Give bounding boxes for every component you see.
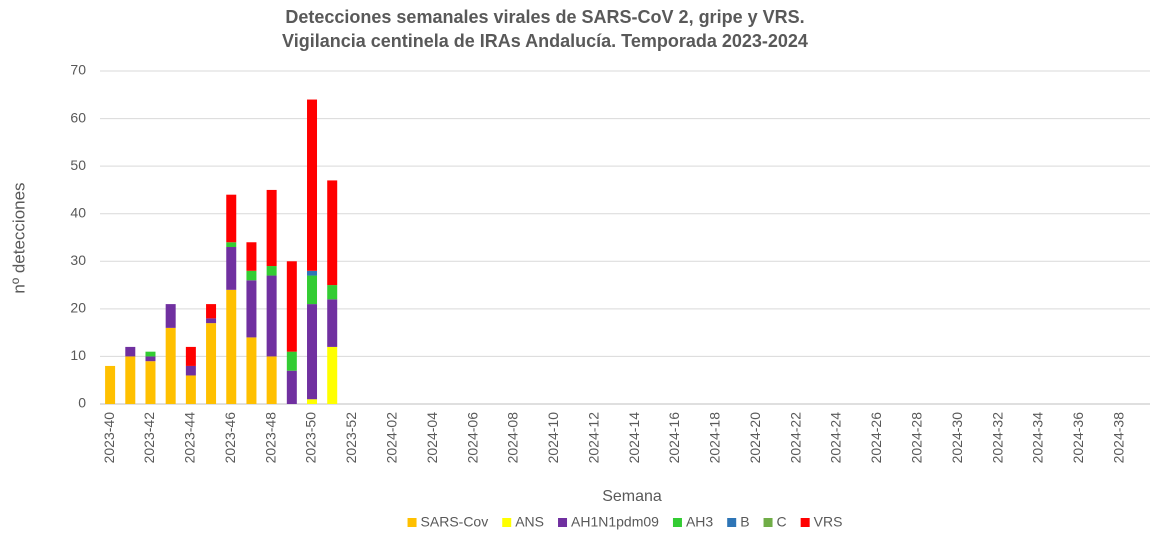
- bar-segment: [226, 242, 237, 248]
- bar-segment: [266, 356, 277, 404]
- bar-segment: [307, 275, 318, 305]
- y-tick-label: 20: [70, 300, 86, 316]
- legend-label: B: [740, 514, 749, 530]
- bar-segment: [206, 318, 217, 324]
- bar-segment: [206, 323, 217, 404]
- y-tick-label: 10: [70, 347, 86, 363]
- x-tick-label: 2024-32: [989, 412, 1005, 464]
- bar-segment: [266, 275, 277, 357]
- bar-segment: [307, 399, 318, 404]
- bar-segment: [327, 299, 338, 347]
- bar-segment: [266, 266, 277, 276]
- bar-segment: [327, 180, 338, 286]
- legend-label: C: [777, 514, 787, 530]
- bar-segment: [206, 304, 217, 319]
- bar-segment: [145, 351, 156, 357]
- bar-segment: [286, 370, 297, 404]
- x-tick-label: 2024-12: [585, 412, 601, 464]
- x-tick-label: 2024-28: [908, 412, 924, 464]
- x-tick-label: 2024-14: [626, 412, 642, 464]
- bar-segment: [246, 280, 257, 338]
- bar-segment: [145, 361, 156, 404]
- bar-segment: [246, 242, 257, 271]
- bar-segment: [226, 194, 237, 243]
- x-tick-label: 2024-24: [828, 412, 844, 464]
- y-tick-label: 40: [70, 204, 86, 220]
- x-axis-label: Semana: [602, 488, 662, 505]
- legend-swatch: [672, 518, 682, 527]
- x-tick-label: 2024-10: [545, 412, 561, 464]
- bar-segment: [266, 189, 277, 267]
- y-axis-label: nº detecciones: [9, 182, 28, 293]
- x-tick-label: 2023-42: [141, 412, 157, 464]
- bar-segment: [246, 337, 257, 404]
- legend-swatch: [763, 518, 773, 527]
- x-tick-label: 2023-48: [262, 412, 278, 464]
- bar-segment: [226, 289, 237, 404]
- x-tick-label: 2023-50: [303, 412, 319, 464]
- x-tick-label: 2023-46: [222, 412, 238, 464]
- x-tick-label: 2024-38: [1110, 412, 1126, 464]
- bar-segment: [165, 304, 176, 328]
- bar-segment: [185, 346, 196, 366]
- bar-segment: [145, 356, 156, 362]
- bar-segment: [307, 270, 318, 276]
- y-tick-label: 50: [70, 157, 86, 173]
- y-tick-label: 60: [70, 109, 86, 125]
- bar-segment: [286, 351, 297, 371]
- bar-segment: [185, 365, 196, 376]
- bar-segment: [226, 247, 237, 290]
- legend-label: SARS-Cov: [421, 514, 489, 530]
- legend-label: VRS: [814, 514, 843, 530]
- legend-label: AH1N1pdm09: [571, 514, 659, 530]
- bar-segment: [327, 285, 338, 300]
- bar-segment: [327, 346, 338, 404]
- x-tick-label: 2024-36: [1070, 412, 1086, 464]
- legend-swatch: [502, 518, 512, 527]
- x-tick-label: 2024-16: [666, 412, 682, 464]
- x-tick-label: 2023-44: [182, 412, 198, 464]
- x-tick-label: 2024-20: [747, 412, 763, 464]
- x-tick-label: 2024-02: [383, 412, 399, 464]
- legend-label: AH3: [686, 514, 713, 530]
- x-tick-label: 2024-08: [505, 412, 521, 464]
- legend-swatch: [800, 518, 810, 527]
- bar-segment: [246, 270, 257, 281]
- bar-segment: [165, 327, 176, 404]
- legend-swatch: [727, 518, 737, 527]
- legend-swatch: [407, 518, 417, 527]
- x-tick-label: 2023-52: [343, 412, 359, 464]
- legend-swatch: [558, 518, 568, 527]
- bar-segment: [307, 304, 318, 400]
- x-tick-label: 2024-04: [424, 412, 440, 464]
- bar-segment: [286, 261, 297, 352]
- x-tick-label: 2024-06: [464, 412, 480, 464]
- x-tick-label: 2023-40: [101, 412, 117, 464]
- y-tick-label: 30: [70, 252, 86, 268]
- chart-title: Detecciones semanales virales de SARS-Co…: [285, 7, 804, 27]
- y-tick-label: 70: [70, 62, 86, 78]
- x-tick-label: 2024-26: [868, 412, 884, 464]
- x-tick-label: 2024-34: [1030, 412, 1046, 464]
- y-tick-label: 0: [78, 395, 86, 411]
- chart-title: Vigilancia centinela de IRAs Andalucía. …: [282, 31, 808, 51]
- legend-label: ANS: [515, 514, 544, 530]
- bar-segment: [307, 99, 318, 271]
- bar-segment: [125, 346, 136, 357]
- x-tick-label: 2024-22: [787, 412, 803, 464]
- bar-segment: [105, 365, 116, 404]
- x-tick-label: 2024-30: [949, 412, 965, 464]
- x-tick-label: 2024-18: [707, 412, 723, 464]
- bar-segment: [125, 356, 136, 404]
- bar-segment: [185, 375, 196, 404]
